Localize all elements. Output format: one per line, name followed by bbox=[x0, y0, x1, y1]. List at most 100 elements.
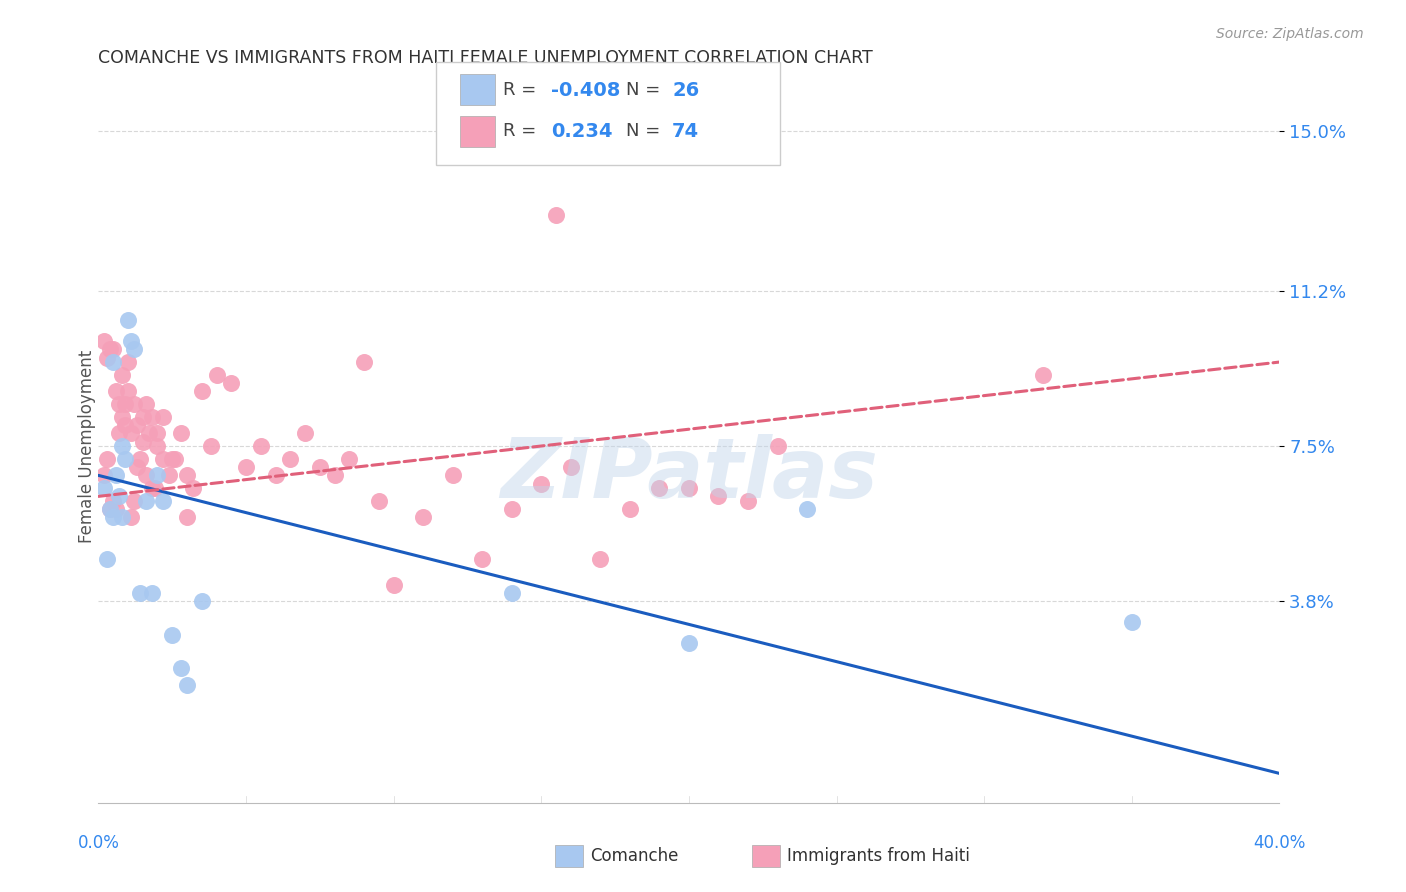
Point bbox=[737, 493, 759, 508]
Point bbox=[103, 355, 125, 369]
Point bbox=[157, 468, 180, 483]
Point bbox=[111, 510, 134, 524]
Text: 40.0%: 40.0% bbox=[1253, 834, 1306, 852]
Point bbox=[132, 434, 155, 449]
Point bbox=[278, 451, 302, 466]
Text: ZIPatlas: ZIPatlas bbox=[501, 434, 877, 515]
Text: 0.0%: 0.0% bbox=[77, 834, 120, 852]
Point bbox=[125, 460, 148, 475]
Point bbox=[135, 468, 157, 483]
Point bbox=[1121, 615, 1143, 630]
Text: 74: 74 bbox=[672, 121, 699, 141]
Point bbox=[96, 552, 118, 566]
Point bbox=[250, 439, 273, 453]
Point bbox=[560, 460, 582, 475]
Point bbox=[235, 460, 257, 475]
Point bbox=[122, 343, 145, 357]
Point bbox=[111, 368, 134, 382]
Point bbox=[105, 468, 128, 483]
Point bbox=[441, 468, 464, 483]
Point bbox=[141, 481, 163, 495]
Point bbox=[143, 481, 166, 495]
Point bbox=[117, 355, 139, 369]
Point bbox=[165, 451, 187, 466]
Point bbox=[103, 493, 125, 508]
Point bbox=[122, 397, 145, 411]
Point bbox=[114, 451, 136, 466]
Point bbox=[162, 451, 183, 466]
Point bbox=[152, 409, 174, 424]
Text: Comanche: Comanche bbox=[591, 847, 679, 865]
Point bbox=[152, 451, 174, 466]
Point bbox=[117, 313, 139, 327]
Point bbox=[1032, 368, 1054, 382]
Point bbox=[114, 417, 136, 432]
Point bbox=[103, 343, 125, 357]
Point bbox=[323, 468, 346, 483]
Y-axis label: Female Unemployment: Female Unemployment bbox=[79, 350, 96, 542]
Point bbox=[309, 460, 332, 475]
Point bbox=[120, 426, 142, 441]
Point bbox=[530, 476, 553, 491]
Point bbox=[146, 439, 169, 453]
Text: 26: 26 bbox=[672, 80, 699, 100]
Point bbox=[103, 510, 125, 524]
Point bbox=[619, 502, 641, 516]
Point bbox=[170, 661, 193, 675]
Point bbox=[96, 451, 118, 466]
Point bbox=[111, 409, 134, 424]
Point bbox=[128, 586, 150, 600]
Text: R =: R = bbox=[503, 81, 543, 99]
Point bbox=[162, 628, 183, 642]
Point bbox=[108, 397, 131, 411]
Point bbox=[96, 351, 118, 365]
Text: N =: N = bbox=[626, 81, 665, 99]
Point bbox=[141, 409, 163, 424]
Point bbox=[353, 355, 375, 369]
Point bbox=[796, 502, 818, 516]
Point bbox=[135, 397, 157, 411]
Point bbox=[219, 376, 242, 390]
Point bbox=[501, 586, 523, 600]
Point bbox=[105, 502, 128, 516]
Point bbox=[98, 502, 121, 516]
Point bbox=[294, 426, 316, 441]
Point bbox=[501, 502, 523, 516]
Point bbox=[125, 417, 148, 432]
Text: Source: ZipAtlas.com: Source: ZipAtlas.com bbox=[1216, 27, 1364, 41]
Point bbox=[98, 502, 121, 516]
Point bbox=[337, 451, 360, 466]
Point bbox=[108, 426, 131, 441]
Point bbox=[264, 468, 287, 483]
Point bbox=[141, 586, 163, 600]
Point bbox=[111, 439, 134, 453]
Point bbox=[138, 426, 160, 441]
Point bbox=[707, 489, 730, 503]
Point bbox=[146, 468, 169, 483]
Point bbox=[122, 493, 145, 508]
Point bbox=[191, 594, 214, 608]
Point bbox=[368, 493, 391, 508]
Point bbox=[176, 678, 198, 692]
Point bbox=[678, 636, 700, 650]
Point bbox=[170, 426, 193, 441]
Point bbox=[93, 468, 115, 483]
Text: N =: N = bbox=[626, 122, 665, 140]
Text: R =: R = bbox=[503, 122, 543, 140]
Point bbox=[146, 426, 169, 441]
Point bbox=[93, 481, 115, 495]
Point bbox=[120, 334, 142, 348]
Point bbox=[152, 493, 174, 508]
Point bbox=[93, 334, 115, 348]
Point bbox=[105, 384, 128, 399]
Point bbox=[191, 384, 214, 399]
Text: -0.408: -0.408 bbox=[551, 80, 620, 100]
Point bbox=[108, 489, 131, 503]
Point bbox=[176, 468, 198, 483]
Point bbox=[589, 552, 612, 566]
Point bbox=[471, 552, 494, 566]
Point bbox=[128, 451, 150, 466]
Point bbox=[132, 409, 155, 424]
Text: Immigrants from Haiti: Immigrants from Haiti bbox=[787, 847, 970, 865]
Point bbox=[766, 439, 789, 453]
